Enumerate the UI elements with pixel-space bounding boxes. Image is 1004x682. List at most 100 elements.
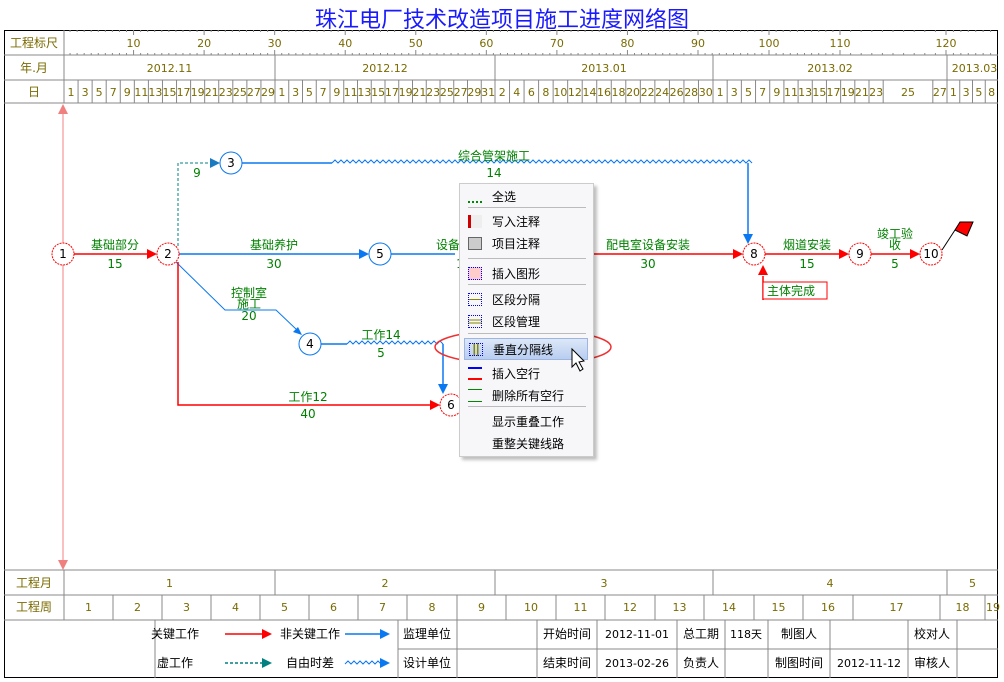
ruler-tick-label: 70 — [550, 37, 564, 50]
activity-line — [177, 262, 430, 406]
day-cell: 6 — [528, 86, 535, 99]
event-node-number: 9 — [856, 247, 864, 261]
day-cell: 25 — [440, 86, 454, 99]
day-cell: 13 — [798, 86, 812, 99]
menu-item-label: 插入图形 — [492, 267, 541, 281]
day-cell: 7 — [110, 86, 117, 99]
project-month-label: 工程月 — [16, 575, 52, 590]
menu-item[interactable]: 全选 — [464, 186, 588, 208]
day-cell: 9 — [124, 86, 131, 99]
ruler-tick-label: 30 — [268, 37, 282, 50]
event-node[interactable] — [156, 242, 180, 266]
arrow-head — [58, 104, 68, 114]
project-week-cell: 9 — [478, 601, 485, 614]
free-float-wave — [346, 340, 444, 345]
event-node[interactable] — [848, 242, 872, 266]
flag-pole — [941, 229, 956, 251]
event-node[interactable] — [298, 332, 322, 356]
project-week-cell: 12 — [623, 601, 637, 614]
activity-label: 30 — [266, 257, 281, 271]
page-title: 珠江电厂技术改造项目施工进度网络图 — [314, 8, 689, 33]
month-cell: 2013.02 — [807, 62, 853, 75]
month-cell: 2013.01 — [581, 62, 627, 75]
project-week-cell: 4 — [232, 601, 239, 614]
menu-item[interactable]: 项目注释 — [464, 233, 588, 255]
menu-item[interactable]: 插入图形 — [464, 263, 588, 285]
legend-float-label: 自由时差 — [286, 656, 334, 670]
menu-item[interactable]: 写入注释 — [464, 211, 588, 233]
day-cell: 27 — [454, 86, 468, 99]
ruler-tick-label: 110 — [830, 37, 851, 50]
event-node[interactable] — [919, 242, 943, 266]
menu-item[interactable]: 删除所有空行 — [464, 385, 588, 407]
day-cell: 11 — [784, 86, 798, 99]
day-cell: 11 — [134, 86, 148, 99]
event-node[interactable] — [742, 242, 766, 266]
day-cell: 14 — [582, 86, 596, 99]
day-cell: 1 — [950, 86, 957, 99]
day-cell: 18 — [612, 86, 626, 99]
menu-item[interactable]: 区段管理 — [464, 311, 588, 333]
end-time-label: 结束时间 — [543, 656, 591, 670]
event-node[interactable] — [368, 242, 392, 266]
milestone-box[interactable] — [762, 281, 828, 300]
menu-item[interactable]: 区段分隔 — [464, 289, 588, 311]
day-cell: 24 — [655, 86, 669, 99]
project-week-cell: 18 — [956, 601, 970, 614]
arrow-head — [380, 629, 390, 639]
menu-separator — [468, 258, 586, 259]
menu-item[interactable]: 显示重叠工作 — [464, 411, 588, 433]
ruler-tick-label: 10 — [127, 37, 141, 50]
project-month-cell: 3 — [601, 577, 608, 590]
total-duration-label: 总工期 — [683, 627, 719, 641]
milestone-label: 主体完成 — [767, 283, 815, 298]
menu-item-label: 删除所有空行 — [492, 389, 565, 403]
activity-label: 15 — [107, 257, 122, 271]
arrow-head — [262, 629, 272, 639]
arrow-head — [210, 158, 220, 168]
menu-item[interactable]: 插入空行 — [464, 363, 588, 385]
event-node-number: 6 — [447, 398, 455, 412]
menu-separator — [468, 207, 586, 208]
event-node-number: 8 — [750, 247, 758, 261]
activity-label: 烟道安装 — [783, 237, 831, 252]
reviewer-label: 审核人 — [914, 655, 950, 670]
project-week-cell: 10 — [524, 601, 538, 614]
day-cell: 7 — [759, 86, 766, 99]
draw-time-value: 2012-11-12 — [837, 657, 901, 670]
day-cell: 22 — [641, 86, 655, 99]
activity-label: 5 — [891, 257, 899, 271]
project-week-cell: 15 — [772, 601, 786, 614]
insert-graphic-icon — [468, 267, 482, 280]
checker-label: 校对人 — [914, 626, 950, 641]
ruler-tick-label: 20 — [197, 37, 211, 50]
event-node[interactable] — [51, 242, 75, 266]
project-week-cell: 17 — [890, 601, 904, 614]
designer-label: 设计单位 — [403, 655, 451, 670]
day-cell: 15 — [371, 86, 385, 99]
day-label: 日 — [28, 85, 40, 99]
day-cell: 3 — [82, 86, 89, 99]
project-week-cell: 16 — [821, 601, 835, 614]
event-node-number: 5 — [376, 247, 384, 261]
section-divide-icon — [468, 293, 482, 306]
event-node[interactable] — [219, 151, 243, 175]
ruler-tick-label: 120 — [936, 37, 957, 50]
day-cell: 5 — [306, 86, 313, 99]
day-cell: 2 — [499, 86, 506, 99]
day-cell: 31 — [481, 86, 495, 99]
activity-label: 14 — [486, 166, 501, 180]
day-cell: 13 — [357, 86, 371, 99]
chart-frame — [4, 30, 998, 678]
draw-time-label: 制图时间 — [775, 656, 823, 670]
ruler-tick-label: 100 — [759, 37, 780, 50]
day-cell: 30 — [699, 86, 713, 99]
menu-item[interactable]: 垂直分隔线 — [464, 338, 588, 360]
menu-item[interactable]: 重整关键线路 — [464, 433, 588, 455]
event-node-number: 4 — [306, 337, 314, 351]
day-cell: 1 — [717, 86, 724, 99]
day-cell: 20 — [626, 86, 640, 99]
menu-item-label: 项目注释 — [492, 237, 541, 251]
activity-label: 工作14 — [361, 328, 400, 342]
